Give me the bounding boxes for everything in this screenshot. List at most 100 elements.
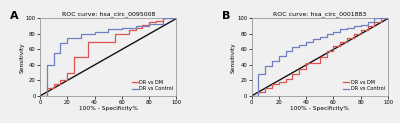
DR vs Control — [92, 31, 97, 32]
DR vs DM — [365, 29, 370, 31]
DR vs Control — [44, 64, 49, 66]
DR vs DM — [283, 78, 288, 80]
DR vs DM — [352, 33, 356, 35]
Line: DR vs DM: DR vs DM — [40, 18, 176, 96]
DR vs Control — [345, 27, 350, 29]
DR vs Control — [120, 27, 124, 29]
DR vs DM — [317, 63, 322, 64]
DR vs Control — [324, 36, 329, 38]
Text: B: B — [222, 11, 230, 21]
DR vs Control — [352, 27, 356, 29]
DR vs DM — [133, 27, 138, 29]
DR vs Control — [106, 29, 111, 30]
DR vs DM — [276, 81, 281, 83]
DR vs Control — [270, 60, 274, 62]
DR vs DM — [256, 95, 261, 97]
DR vs Control — [317, 36, 322, 38]
DR vs Control — [65, 43, 70, 44]
DR vs DM — [263, 87, 268, 89]
DR vs DM — [174, 18, 179, 19]
DR vs Control — [256, 74, 261, 75]
Legend: DR vs DM, DR vs Control: DR vs DM, DR vs Control — [131, 80, 174, 92]
DR vs Control — [78, 37, 83, 38]
DR vs DM — [154, 22, 158, 23]
DR vs DM — [140, 27, 145, 29]
DR vs Control — [120, 29, 124, 30]
DR vs Control — [106, 31, 111, 32]
DR vs DM — [283, 81, 288, 83]
DR vs DM — [338, 45, 343, 46]
Y-axis label: Sensitivity: Sensitivity — [231, 42, 236, 72]
DR vs Control — [51, 64, 56, 66]
DR vs DM — [290, 78, 295, 80]
DR vs Control — [249, 95, 254, 97]
DR vs Control — [58, 43, 63, 44]
DR vs DM — [160, 20, 165, 22]
DR vs DM — [72, 72, 76, 73]
Line: DR vs Control: DR vs Control — [252, 18, 388, 96]
DR vs Control — [263, 66, 268, 67]
DR vs DM — [133, 29, 138, 31]
DR vs Control — [133, 25, 138, 27]
DR vs Control — [317, 39, 322, 40]
DR vs DM — [331, 45, 336, 46]
DR vs DM — [270, 84, 274, 85]
DR vs DM — [297, 68, 302, 69]
DR vs Control — [147, 23, 152, 25]
DR vs Control — [263, 74, 268, 75]
DR vs DM — [338, 41, 343, 42]
DR vs DM — [365, 25, 370, 27]
DR vs Control — [92, 33, 97, 35]
DR vs Control — [304, 41, 308, 42]
DR vs DM — [379, 18, 384, 19]
DR vs Control — [160, 18, 165, 19]
DR vs DM — [270, 87, 274, 89]
DR vs DM — [44, 95, 49, 97]
DR vs Control — [372, 22, 377, 23]
DR vs DM — [160, 18, 165, 19]
DR vs DM — [58, 80, 63, 81]
X-axis label: 100% - Specificity%: 100% - Specificity% — [290, 107, 349, 111]
Line: DR vs DM: DR vs DM — [252, 18, 388, 96]
DR vs DM — [317, 56, 322, 58]
DR vs DM — [324, 56, 329, 58]
DR vs DM — [44, 87, 49, 89]
DR vs Control — [352, 25, 356, 27]
DR vs DM — [140, 24, 145, 25]
DR vs DM — [358, 29, 363, 31]
DR vs DM — [65, 80, 70, 81]
DR vs Control — [290, 46, 295, 48]
DR vs DM — [126, 29, 131, 31]
DR vs DM — [147, 22, 152, 23]
DR vs DM — [372, 25, 377, 27]
DR vs DM — [263, 91, 268, 93]
DR vs Control — [338, 31, 343, 32]
DR vs DM — [304, 68, 308, 69]
DR vs Control — [133, 27, 138, 29]
Title: ROC curve: hsa_circ_0095008: ROC curve: hsa_circ_0095008 — [62, 12, 155, 17]
DR vs DM — [304, 63, 308, 64]
DR vs Control — [304, 44, 308, 46]
DR vs DM — [386, 18, 390, 19]
DR vs Control — [51, 53, 56, 54]
DR vs DM — [331, 50, 336, 52]
DR vs Control — [358, 25, 363, 27]
DR vs DM — [276, 84, 281, 85]
DR vs Control — [174, 18, 179, 19]
DR vs Control — [147, 25, 152, 27]
DR vs DM — [72, 56, 76, 58]
DR vs Control — [310, 41, 315, 42]
DR vs DM — [147, 24, 152, 25]
DR vs Control — [38, 95, 42, 97]
DR vs DM — [324, 50, 329, 52]
DR vs DM — [126, 33, 131, 35]
DR vs Control — [365, 22, 370, 23]
Legend: DR vs DM, DR vs Control: DR vs DM, DR vs Control — [343, 80, 386, 92]
DR vs Control — [324, 33, 329, 35]
DR vs Control — [276, 60, 281, 62]
DR vs DM — [113, 41, 118, 42]
DR vs DM — [352, 37, 356, 38]
X-axis label: 100% - Specificity%: 100% - Specificity% — [79, 107, 138, 111]
DR vs Control — [58, 53, 63, 54]
DR vs Control — [290, 50, 295, 52]
